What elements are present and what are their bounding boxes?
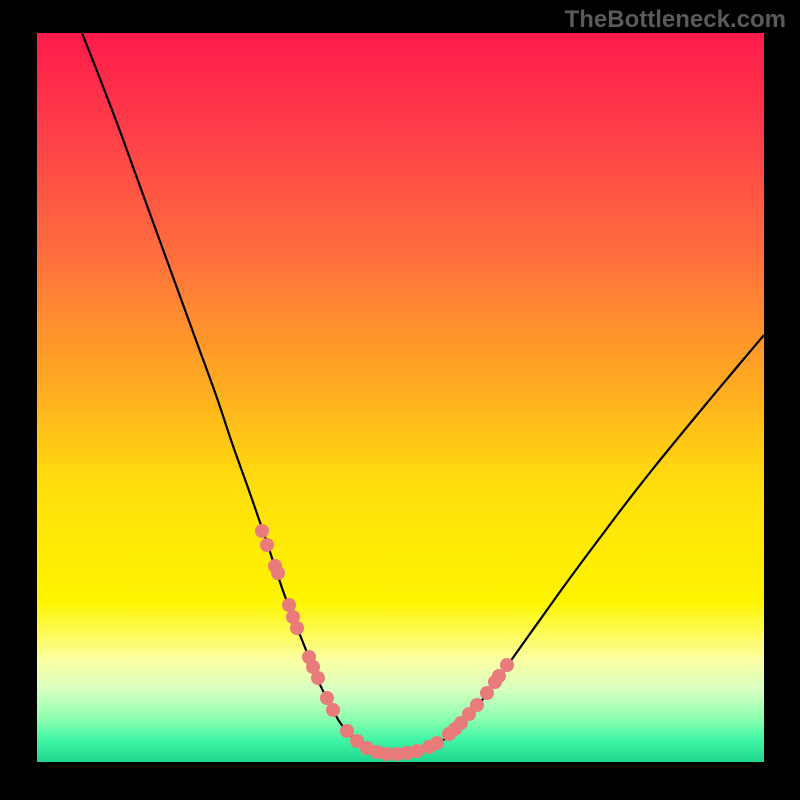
data-point-marker — [260, 538, 274, 552]
data-point-marker — [271, 566, 285, 580]
bottleneck-curve — [82, 33, 764, 754]
data-point-marker — [320, 691, 334, 705]
data-point-marker — [290, 621, 304, 635]
marker-group — [255, 524, 514, 761]
data-point-marker — [340, 724, 354, 738]
chart-plot-area — [37, 33, 764, 762]
data-point-marker — [311, 671, 325, 685]
data-point-marker — [430, 736, 444, 750]
data-point-marker — [282, 598, 296, 612]
watermark-text: TheBottleneck.com — [565, 6, 786, 34]
data-point-marker — [410, 744, 424, 758]
chart-overlay-svg — [37, 33, 764, 762]
data-point-marker — [470, 698, 484, 712]
data-point-marker — [500, 658, 514, 672]
data-point-marker — [255, 524, 269, 538]
data-point-marker — [326, 703, 340, 717]
